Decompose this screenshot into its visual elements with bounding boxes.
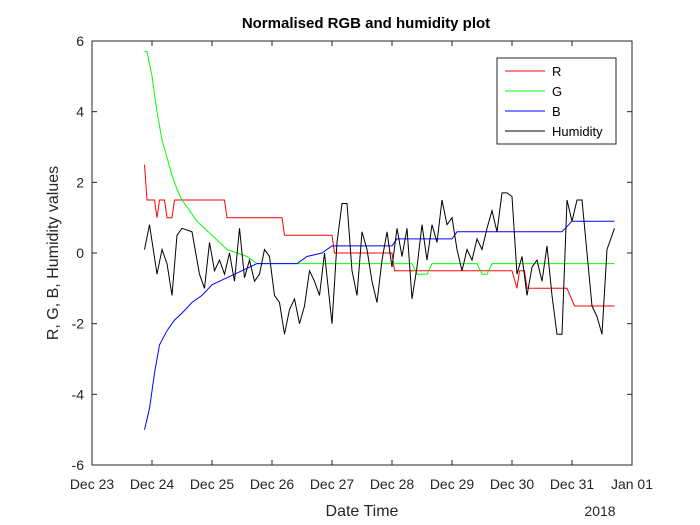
x-tick-label: Dec 25 — [190, 476, 235, 492]
x-tick-label: Dec 28 — [370, 476, 415, 492]
y-tick-label: -2 — [72, 316, 85, 332]
y-tick-label: 4 — [76, 104, 84, 120]
y-tick-label: 0 — [76, 245, 84, 261]
y-tick-label: -6 — [72, 457, 85, 473]
x-tick-label: Dec 24 — [130, 476, 175, 492]
x-axis-year-label: 2018 — [584, 503, 615, 519]
y-tick-label: -4 — [72, 386, 85, 402]
series-line-b — [144, 220, 615, 430]
x-axis-label: Date Time — [326, 503, 399, 520]
y-axis-label: R, G, B, Humidity values — [45, 166, 62, 340]
legend-label-g: G — [552, 84, 562, 99]
x-tick-label: Jan 01 — [611, 476, 653, 492]
chart-title: Normalised RGB and humidity plot — [242, 15, 490, 32]
series-layer — [144, 51, 615, 430]
y-tick-label: 2 — [76, 174, 84, 190]
legend: RGB Humidity — [496, 57, 617, 145]
x-axis: Dec 23 Dec 24 Dec 25 Dec 26 Dec 27 Dec 28 Dec … — [70, 41, 653, 492]
x-tick-label: Dec 27 — [310, 476, 355, 492]
series-line-r — [144, 164, 615, 307]
x-tick-label: Dec 26 — [250, 476, 295, 492]
legend-label-r: R — [552, 64, 561, 79]
legend-box — [496, 57, 617, 145]
legend-label-humidity: Humidity — [552, 124, 603, 139]
y-axis: -6 -4 -2 0 2 4 6 — [72, 33, 632, 473]
x-tick-label: Dec 31 — [550, 476, 595, 492]
series-line-humidity — [144, 192, 615, 335]
legend-label-b: B — [552, 104, 561, 119]
series-line-g — [144, 51, 615, 275]
y-tick-label: 6 — [76, 33, 84, 49]
x-tick-label: Dec 30 — [490, 476, 535, 492]
x-tick-label: Dec 29 — [430, 476, 475, 492]
x-tick-label: Dec 23 — [70, 476, 115, 492]
